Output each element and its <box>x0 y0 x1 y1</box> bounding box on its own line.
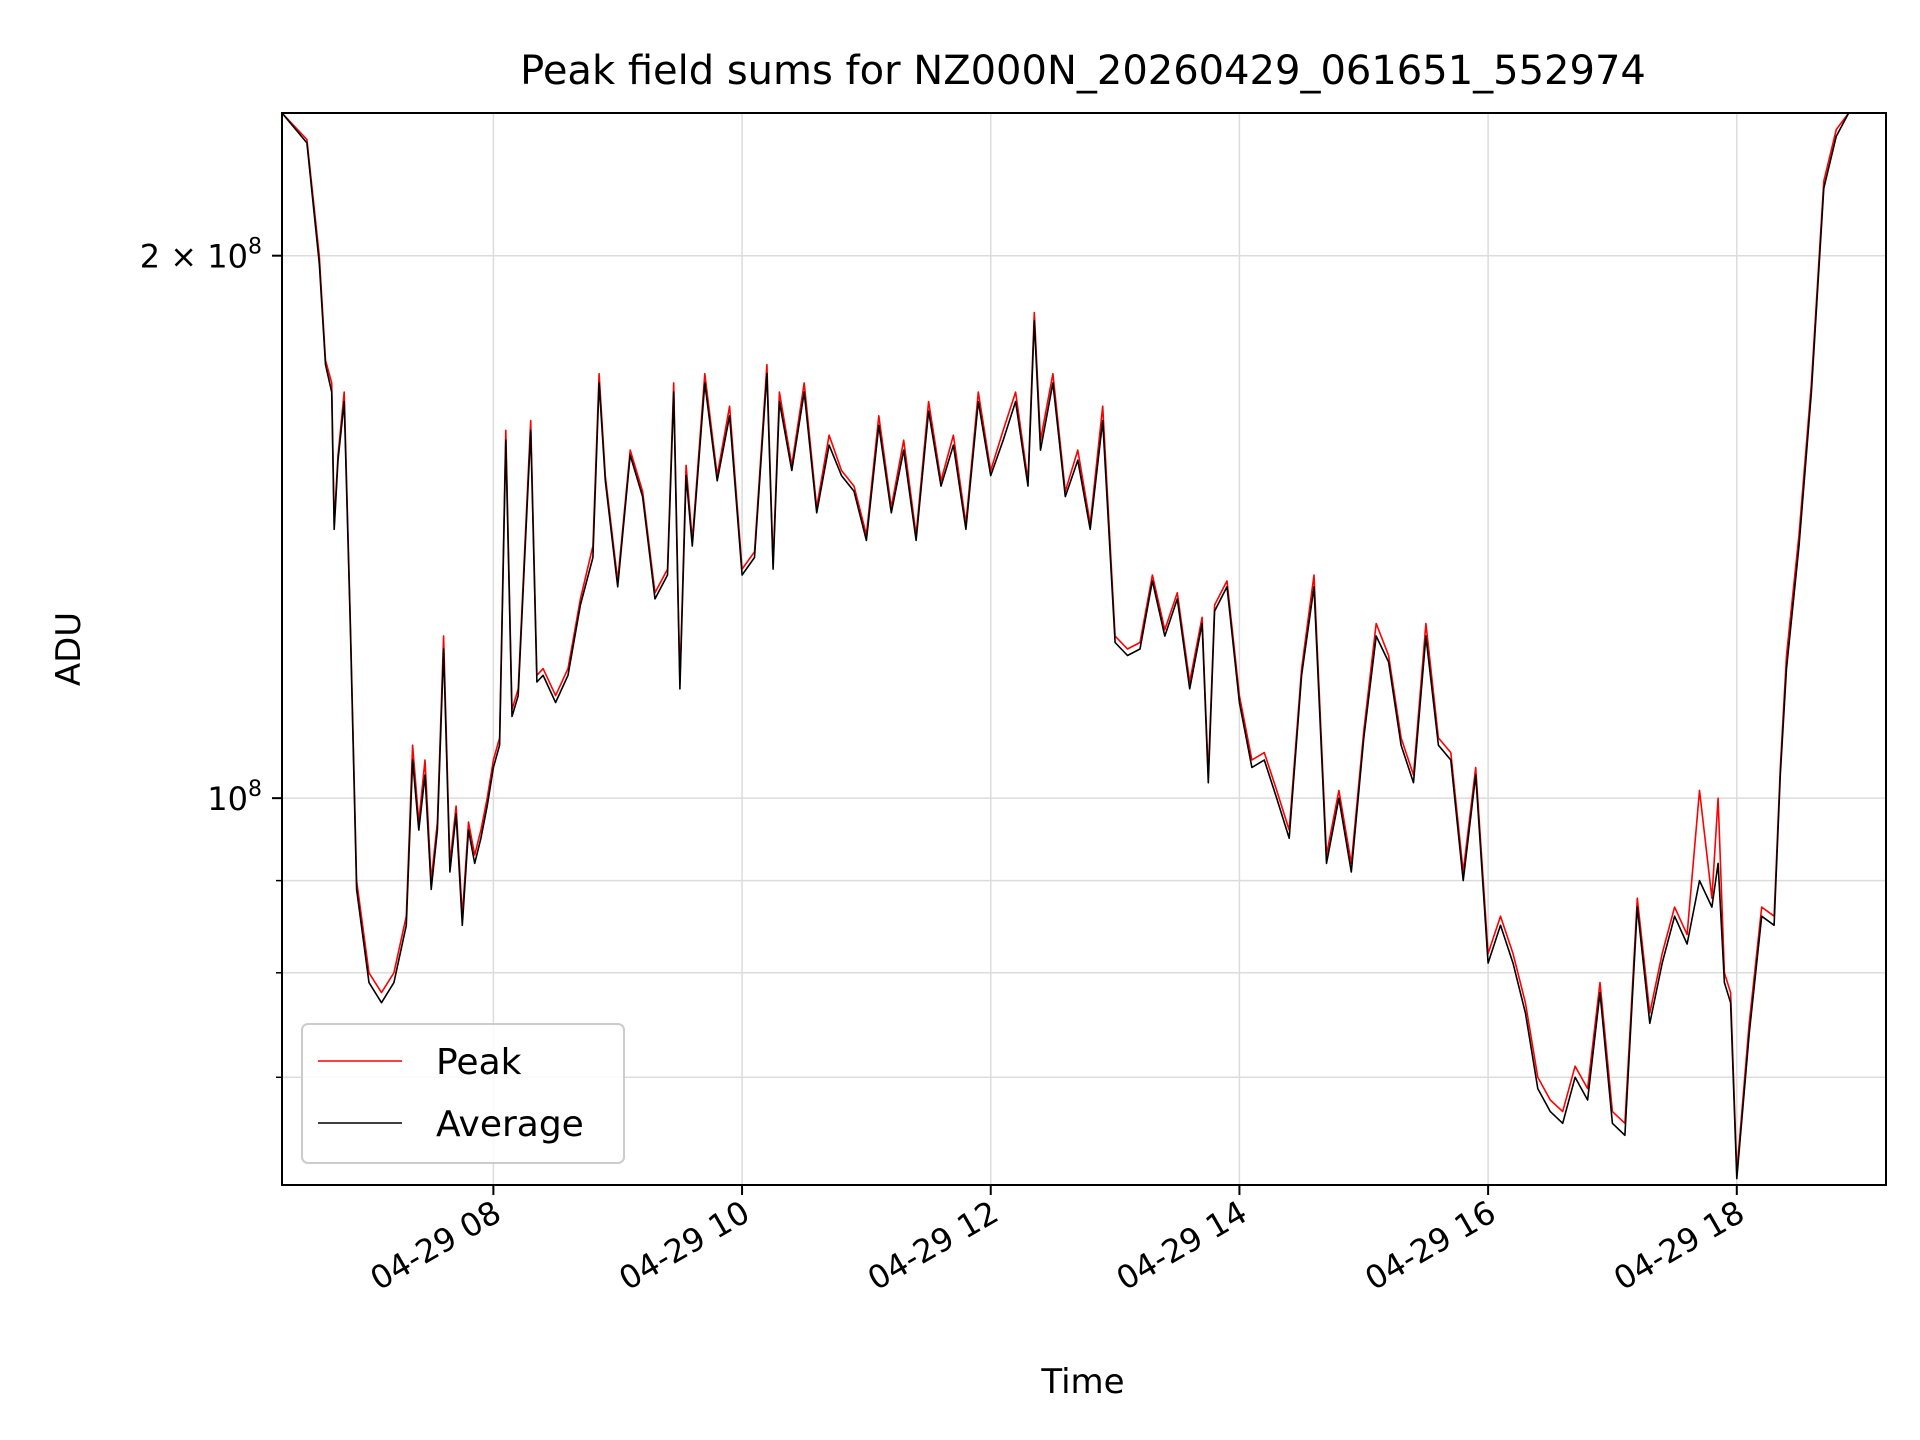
x-axis-label: Time <box>1040 1362 1124 1402</box>
series-line-peak <box>281 112 1850 1174</box>
series-layer <box>281 112 1850 1180</box>
legend-label-peak: Peak <box>436 1042 522 1083</box>
chart-title: Peak field sums for NZ000N_20260429_0616… <box>520 48 1646 94</box>
y-tick-label: 108 <box>207 777 262 818</box>
series-line-average <box>281 112 1850 1180</box>
y-axis-label: ADU <box>49 612 89 686</box>
legend-label-average: Average <box>436 1104 584 1145</box>
y-axis: 108 2 × 108 <box>140 235 282 1079</box>
y-tick-label: 2 × 108 <box>140 235 262 276</box>
legend-box <box>301 1023 625 1164</box>
plot-frame <box>281 112 1887 1186</box>
legend: Peak Average <box>301 1023 625 1164</box>
